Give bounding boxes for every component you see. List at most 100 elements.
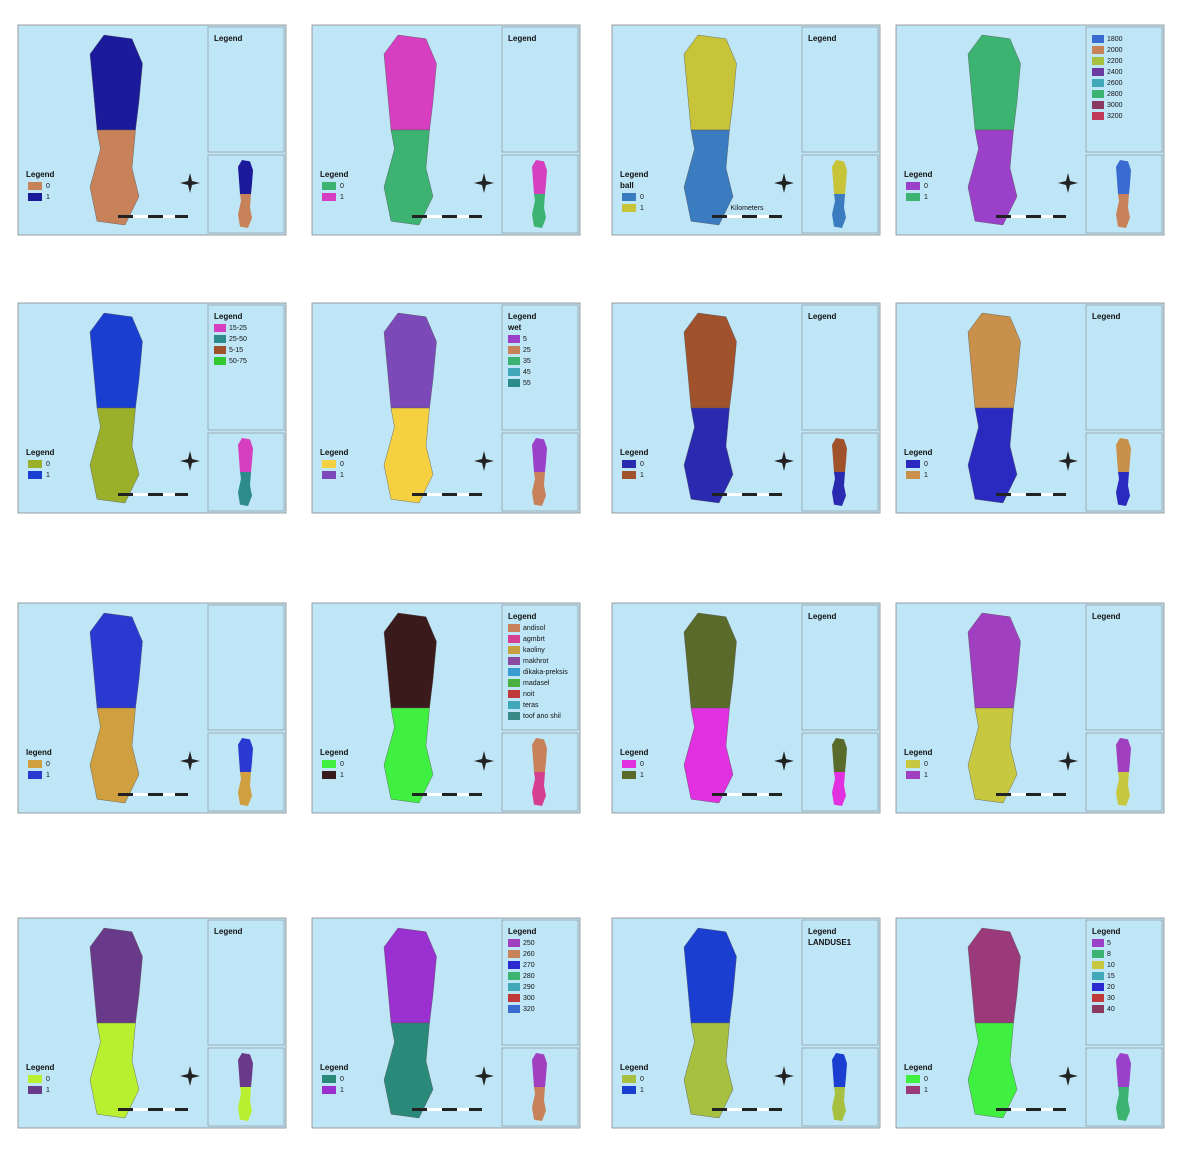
scale-bar — [457, 493, 469, 496]
legend-swatch — [322, 471, 336, 479]
legend-swatch — [1092, 983, 1104, 991]
legend-label: 1 — [46, 194, 50, 201]
legend-label: 300 — [523, 995, 535, 1002]
legend-swatch — [28, 471, 42, 479]
scale-bar — [133, 1108, 148, 1111]
legend-title: Legend — [904, 1063, 933, 1072]
legend-label: 2400 — [1107, 69, 1123, 76]
legend-label: dikaka-preksis — [523, 669, 568, 676]
legend-swatch — [508, 357, 520, 365]
legend-swatch — [906, 1086, 920, 1094]
legend-title: Legend — [808, 312, 837, 321]
legend-label: agmbrt — [523, 636, 545, 643]
legend-swatch — [906, 471, 920, 479]
legend-swatch — [214, 357, 226, 365]
legend-swatch — [1092, 112, 1104, 120]
legend-swatch — [622, 460, 636, 468]
inset-map — [532, 1053, 547, 1087]
legend-label: 1 — [640, 205, 644, 212]
legend-title: Legend — [808, 612, 837, 621]
legend-swatch — [906, 460, 920, 468]
legend-swatch — [622, 1086, 636, 1094]
scale-bar — [118, 1108, 188, 1111]
scale-bar — [118, 793, 188, 796]
legend-label: 3000 — [1107, 102, 1123, 109]
inset-map — [832, 1053, 847, 1087]
legend-label: 0 — [340, 1076, 344, 1083]
legend-box — [802, 305, 878, 430]
map-panel: legend01 — [18, 603, 286, 813]
legend-title: Legend — [26, 170, 55, 179]
legend-label: 1 — [924, 772, 928, 779]
scale-bar — [727, 1108, 742, 1111]
inset-map — [238, 1053, 253, 1087]
legend-swatch — [508, 983, 520, 991]
legend-label: makhrot — [523, 658, 548, 665]
map-grid: LegendLegend01LegendLegend01LegendKilome… — [0, 0, 1179, 1150]
legend-label: 270 — [523, 962, 535, 969]
inset-map — [532, 738, 547, 772]
legend-swatch — [1092, 994, 1104, 1002]
legend-label: 1 — [340, 194, 344, 201]
map-region — [384, 928, 437, 1023]
inset-map — [832, 160, 847, 194]
legend-swatch — [1092, 101, 1104, 109]
legend-swatch — [508, 961, 520, 969]
legend-box — [208, 27, 284, 152]
legend-swatch — [322, 771, 336, 779]
legend-label: 0 — [924, 1076, 928, 1083]
map-region — [968, 928, 1021, 1023]
scale-bar — [427, 493, 442, 496]
legend-swatch — [1092, 79, 1104, 87]
legend-swatch — [622, 471, 636, 479]
legend-label: 1 — [924, 194, 928, 201]
legend-swatch — [906, 760, 920, 768]
scale-bar — [457, 1108, 469, 1111]
inset-map — [832, 438, 847, 472]
legend-swatch — [322, 193, 336, 201]
map-region — [90, 928, 143, 1023]
legend-label: 280 — [523, 973, 535, 980]
legend-swatch — [28, 760, 42, 768]
map-region — [684, 613, 737, 708]
legend-label: 2800 — [1107, 91, 1123, 98]
legend-swatch — [508, 994, 520, 1002]
legend-label: 30 — [1107, 995, 1115, 1002]
map-panel: LegendLegend01 — [612, 303, 880, 513]
legend-label: 250 — [523, 940, 535, 947]
scale-bar — [996, 493, 1066, 496]
scale-bar — [712, 493, 782, 496]
inset-map — [1116, 160, 1131, 194]
legend-swatch — [508, 624, 520, 632]
legend-swatch — [508, 939, 520, 947]
legend-title: Legend — [214, 927, 243, 936]
legend-label: 0 — [924, 761, 928, 768]
scale-bar — [412, 493, 482, 496]
scale-bar — [1041, 1108, 1053, 1111]
scale-bar — [427, 793, 442, 796]
scale-bar — [133, 793, 148, 796]
legend-box — [1086, 27, 1162, 152]
legend-swatch — [508, 668, 520, 676]
legend-box — [1086, 605, 1162, 730]
legend-label: 40 — [1107, 1006, 1115, 1013]
inset-map — [238, 438, 253, 472]
scale-bar — [163, 1108, 175, 1111]
legend-swatch — [214, 335, 226, 343]
scale-bar — [427, 1108, 442, 1111]
legend-label: 320 — [523, 1006, 535, 1013]
legend-swatch — [322, 760, 336, 768]
scale-bar — [133, 493, 148, 496]
legend-label: noit — [523, 691, 534, 698]
legend-swatch — [1092, 950, 1104, 958]
scale-bar — [757, 493, 769, 496]
legend-label: 0 — [340, 183, 344, 190]
map-panel: LegendLANDUSE1Legend01 — [612, 918, 880, 1128]
map-region — [684, 35, 737, 130]
map-region — [968, 613, 1021, 708]
map-panel: Legend581015203040Legend01 — [896, 918, 1164, 1128]
inset-map — [1116, 438, 1131, 472]
legend-label: 20 — [1107, 984, 1115, 991]
legend-label: 260 — [523, 951, 535, 958]
